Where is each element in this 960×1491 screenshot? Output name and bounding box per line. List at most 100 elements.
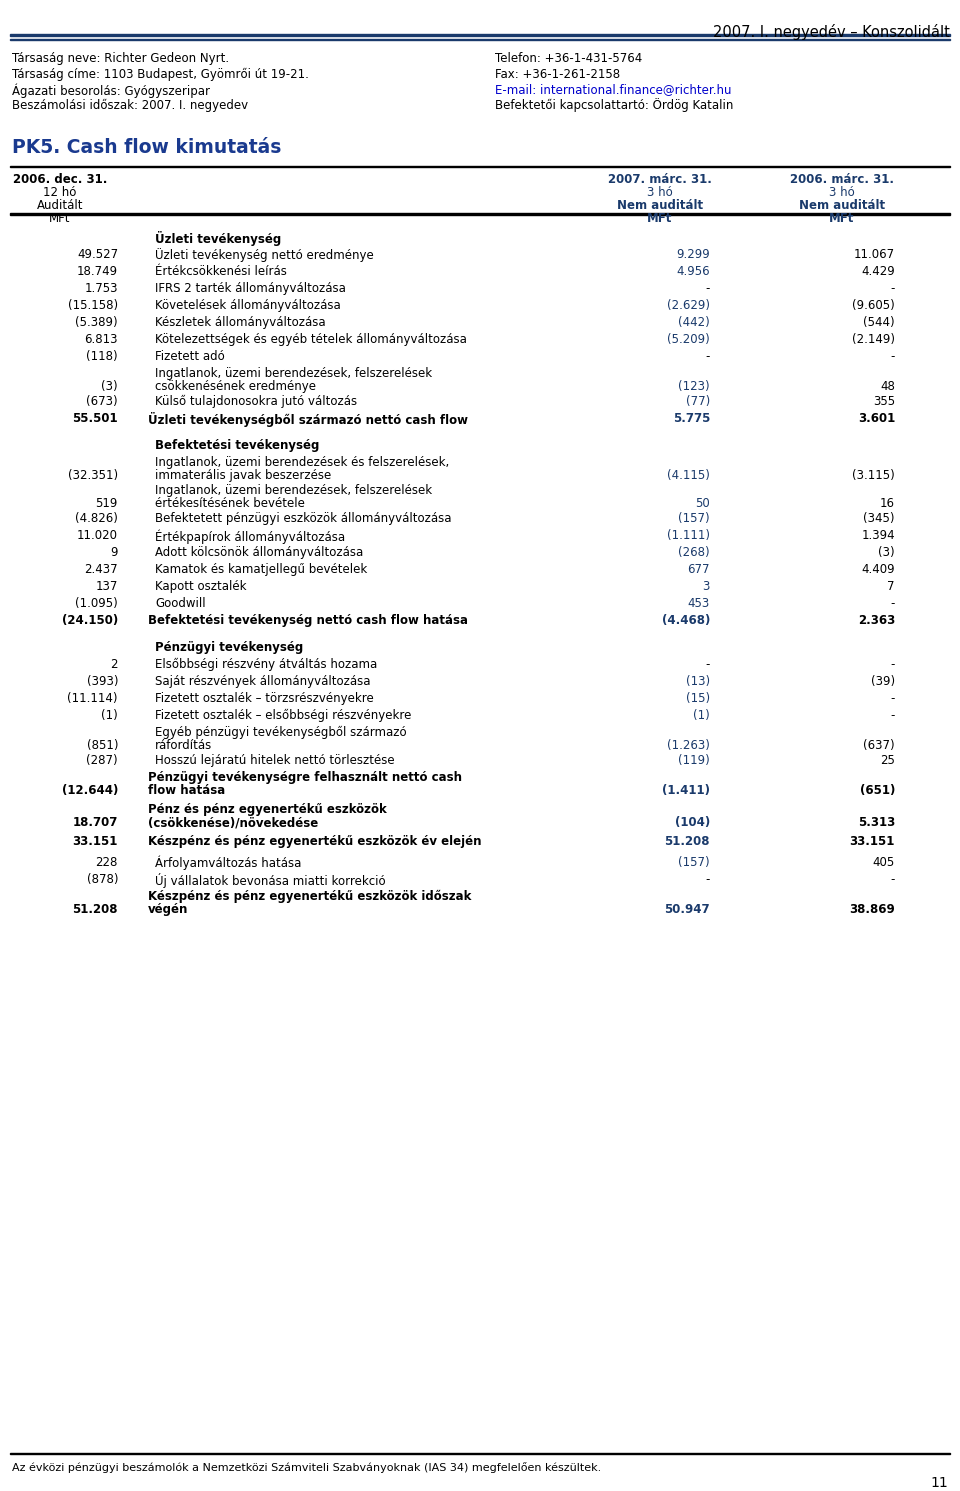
Text: (157): (157) [679,856,710,869]
Text: (2.149): (2.149) [852,332,895,346]
Text: MFt: MFt [647,212,673,225]
Text: 4.429: 4.429 [861,265,895,277]
Text: Társaság neve: Richter Gedeon Nyrt.: Társaság neve: Richter Gedeon Nyrt. [12,52,229,66]
Text: (1.411): (1.411) [662,784,710,798]
Text: E-mail: international.finance@richter.hu: E-mail: international.finance@richter.hu [495,83,732,95]
Text: (287): (287) [86,754,118,766]
Text: 33.151: 33.151 [73,835,118,848]
Text: 18.707: 18.707 [73,816,118,829]
Text: Ingatlanok, üzemi berendezések, felszerelések: Ingatlanok, üzemi berendezések, felszere… [155,485,432,497]
Text: -: - [891,874,895,886]
Text: Elsőbbségi részvény átváltás hozama: Elsőbbségi részvény átváltás hozama [155,658,377,671]
Text: (123): (123) [679,380,710,394]
Text: Kamatok és kamatjellegű bevételek: Kamatok és kamatjellegű bevételek [155,564,368,576]
Text: Készpénz és pénz egyenertékű eszközök időszak: Készpénz és pénz egyenertékű eszközök id… [148,890,471,904]
Text: Ingatlanok, üzemi berendezések és felszerelések,: Ingatlanok, üzemi berendezések és felsze… [155,456,449,470]
Text: (1): (1) [101,710,118,722]
Text: 228: 228 [96,856,118,869]
Text: (13): (13) [685,675,710,687]
Text: Adott kölcsönök állományváltozása: Adott kölcsönök állományváltozása [155,546,363,559]
Text: (442): (442) [679,316,710,330]
Text: (4.468): (4.468) [661,614,710,628]
Text: Goodwill: Goodwill [155,596,205,610]
Text: Követelések állományváltozása: Követelések állományváltozása [155,300,341,312]
Text: (544): (544) [863,316,895,330]
Text: -: - [706,658,710,671]
Text: 677: 677 [687,564,710,576]
Text: 405: 405 [873,856,895,869]
Text: (393): (393) [86,675,118,687]
Text: Befektetési tevékenység nettó cash flow hatása: Befektetési tevékenység nettó cash flow … [148,614,468,628]
Text: 51.208: 51.208 [664,835,710,848]
Text: Készletek állományváltozása: Készletek állományváltozása [155,316,325,330]
Text: (1.095): (1.095) [75,596,118,610]
Text: (39): (39) [871,675,895,687]
Text: 355: 355 [873,395,895,409]
Text: (5.389): (5.389) [76,316,118,330]
Text: Ingatlanok, üzemi berendezések, felszerelések: Ingatlanok, üzemi berendezések, felszere… [155,367,432,380]
Text: flow hatása: flow hatása [148,784,226,798]
Text: MFt: MFt [49,212,71,225]
Text: Üzleti tevékenység nettó eredménye: Üzleti tevékenység nettó eredménye [155,248,373,262]
Text: (1.263): (1.263) [667,740,710,751]
Text: végén: végén [148,904,188,915]
Text: 2: 2 [110,658,118,671]
Text: Ágazati besorolás: Gyógyszeripar: Ágazati besorolás: Gyógyszeripar [12,83,210,97]
Text: 50: 50 [695,497,710,510]
Text: Befektetési tevékenység: Befektetési tevékenység [155,438,320,452]
Text: Egyéb pénzügyi tevékenységből származó: Egyéb pénzügyi tevékenységből származó [155,726,407,740]
Text: 453: 453 [687,596,710,610]
Text: IFRS 2 tarték állományváltozása: IFRS 2 tarték állományváltozása [155,282,346,295]
Text: (15.158): (15.158) [68,300,118,312]
Text: PK5. Cash flow kimutatás: PK5. Cash flow kimutatás [12,139,281,157]
Text: értékesítésének bevétele: értékesítésének bevétele [155,497,305,510]
Text: 3 hó: 3 hó [829,186,854,198]
Text: 11.067: 11.067 [853,248,895,261]
Text: (673): (673) [86,395,118,409]
Text: (851): (851) [86,740,118,751]
Text: Árfolyamváltozás hatása: Árfolyamváltozás hatása [155,856,301,871]
Text: Pénzügyi tevékenységre felhasznált nettó cash: Pénzügyi tevékenységre felhasznált nettó… [148,771,462,784]
Bar [10,213,950,215]
Text: Kötelezettségek és egyéb tételek állományváltozása: Kötelezettségek és egyéb tételek állomán… [155,332,467,346]
Text: Társaság címe: 1103 Budapest, Gyömrői út 19-21.: Társaság címe: 1103 Budapest, Gyömrői út… [12,67,309,81]
Text: Értékpapírok állományváltozása: Értékpapírok állományváltozása [155,529,346,544]
Text: 9: 9 [110,546,118,559]
Text: (119): (119) [679,754,710,766]
Text: 2007. I. negyedév – Konszolidált: 2007. I. negyedév – Konszolidált [713,24,950,40]
Text: Befektetői kapcsolattartó: Ördög Katalin: Befektetői kapcsolattartó: Ördög Katalin [495,98,733,112]
Text: 16: 16 [880,497,895,510]
Text: 137: 137 [96,580,118,593]
Text: 3.601: 3.601 [857,412,895,425]
Text: 33.151: 33.151 [850,835,895,848]
Text: Auditált: Auditált [36,198,84,212]
Text: (651): (651) [859,784,895,798]
Text: (104): (104) [675,816,710,829]
Text: (11.114): (11.114) [67,692,118,705]
Text: 12 hó: 12 hó [43,186,77,198]
Text: -: - [891,658,895,671]
Text: csökkenésének eredménye: csökkenésének eredménye [155,380,316,394]
Text: immaterális javak beszerzése: immaterális javak beszerzése [155,470,331,482]
Text: (csökkenése)/növekedése: (csökkenése)/növekedése [148,816,319,829]
Text: -: - [706,874,710,886]
Text: (1): (1) [693,710,710,722]
Text: (32.351): (32.351) [68,470,118,482]
Text: (77): (77) [685,395,710,409]
Text: (4.115): (4.115) [667,470,710,482]
Text: -: - [706,350,710,362]
Text: 1.394: 1.394 [861,529,895,543]
Text: (637): (637) [863,740,895,751]
Text: 51.208: 51.208 [73,904,118,915]
Text: (3): (3) [878,546,895,559]
Text: Fizetett adó: Fizetett adó [155,350,225,362]
Text: (118): (118) [86,350,118,362]
Text: Nem auditált: Nem auditált [617,198,703,212]
Text: Nem auditált: Nem auditált [799,198,885,212]
Bar [10,166,950,167]
Text: Fizetett osztalék – törzsrészvényekre: Fizetett osztalék – törzsrészvényekre [155,692,373,705]
Text: Telefon: +36-1-431-5764: Telefon: +36-1-431-5764 [495,52,642,66]
Text: ráfordítás: ráfordítás [155,740,212,751]
Text: (345): (345) [863,511,895,525]
Text: Pénzügyi tevékenység: Pénzügyi tevékenység [155,641,303,655]
